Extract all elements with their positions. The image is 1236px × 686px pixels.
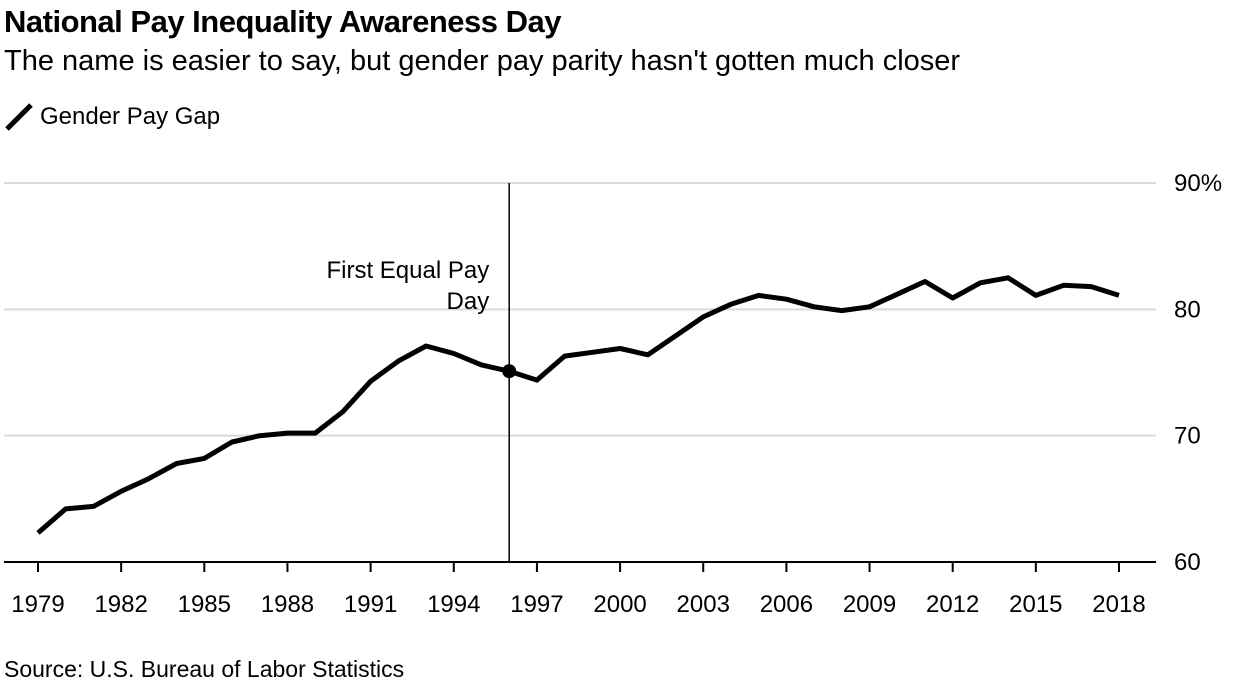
x-tick-label: 1991: [344, 591, 397, 618]
annotation-point: [502, 364, 517, 379]
x-tick-label: 2006: [760, 591, 813, 618]
y-tick-label: 80: [1174, 296, 1201, 323]
x-tick-label: 2012: [926, 591, 979, 618]
legend-line-swatch-icon: [5, 103, 33, 131]
x-tick-label: 2018: [1092, 591, 1145, 618]
x-tick-label: 2009: [843, 591, 896, 618]
series-line-gender-pay-gap: [36, 275, 1120, 535]
y-tick-label: 60: [1174, 549, 1201, 576]
x-tick-label: 1994: [427, 591, 480, 618]
x-axis: 1979 1982 1985 1988 1991 1994 1997 2000 2003 2006…: [4, 561, 1156, 618]
chart-subtitle: The name is easier to say, but gender pa…: [4, 45, 961, 77]
annotation-label-line2: Day: [447, 288, 490, 315]
x-tick-label: 1982: [94, 591, 147, 618]
x-tick-label: 1985: [178, 591, 231, 618]
x-tick-label: 1988: [261, 591, 314, 618]
annotation-label-line1: First Equal Pay: [326, 257, 489, 284]
x-tick-label: 2000: [593, 591, 646, 618]
x-tick-label: 1979: [11, 591, 64, 618]
series-gender-pay-gap: [36, 275, 1120, 535]
source-note: Source: U.S. Bureau of Labor Statistics: [4, 656, 405, 682]
y-tick-label: 90%: [1174, 170, 1222, 197]
x-tick-label: 1997: [510, 591, 563, 618]
y-tick-label: 70: [1174, 423, 1201, 450]
legend: Gender Pay Gap: [4, 102, 220, 132]
x-tick-label: 2015: [1009, 591, 1062, 618]
y-axis-labels: 60 70 80 90%: [1174, 170, 1222, 576]
legend-label: Gender Pay Gap: [40, 103, 221, 130]
gridlines: [4, 182, 1156, 437]
chart-title: National Pay Inequality Awareness Day: [4, 4, 561, 39]
annotation-first-equal-pay-day: First Equal Pay Day: [326, 183, 510, 562]
x-tick-label: 2003: [677, 591, 730, 618]
